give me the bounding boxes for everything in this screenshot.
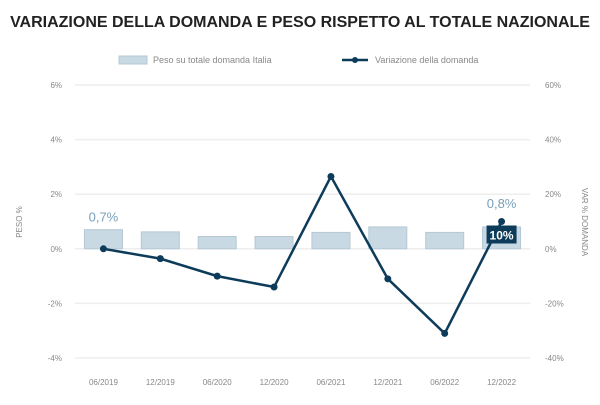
line-series <box>103 173 503 336</box>
line-point <box>270 283 278 291</box>
bar-data-label: 0,7% <box>89 210 119 225</box>
y-tick-label: 2% <box>50 190 62 199</box>
y-axis-title: PESO % <box>15 206 24 238</box>
y-tick-label: 0% <box>50 245 62 254</box>
legend-line-marker <box>352 57 358 63</box>
bar <box>425 231 465 250</box>
y2-tick-label: 40% <box>545 136 561 145</box>
line-point <box>327 172 335 180</box>
bar <box>368 226 408 250</box>
legend-bar-swatch <box>118 55 148 65</box>
y2-axis-title: VAR % DOMANDA <box>580 188 589 257</box>
bar <box>311 231 351 250</box>
bar <box>197 236 237 250</box>
line-point <box>384 275 392 283</box>
x-tick-label: 12/2019 <box>146 378 175 387</box>
y2-tick-label: 0% <box>545 245 557 254</box>
x-tick-label: 12/2022 <box>487 378 516 387</box>
bar-data-label: 0,8% <box>487 196 517 211</box>
x-tick-label: 12/2020 <box>260 378 289 387</box>
y2-tick-label: -20% <box>545 299 564 308</box>
bar <box>254 236 294 250</box>
y-tick-label: -2% <box>48 299 62 308</box>
line-point <box>441 329 449 337</box>
line-point <box>213 272 221 280</box>
x-tick-label: 06/2021 <box>316 378 345 387</box>
y-tick-label: 6% <box>50 81 62 90</box>
y2-tick-label: 60% <box>545 81 561 90</box>
chart-title: VARIAZIONE DELLA DOMANDA E PESO RISPETTO… <box>10 14 590 31</box>
line-label-bg <box>486 225 517 244</box>
y-tick-label: 4% <box>50 136 62 145</box>
x-tick-label: 06/2022 <box>430 378 459 387</box>
line-point <box>99 245 107 253</box>
legend-label: Variazione della domanda <box>375 55 478 65</box>
x-tick-label: 12/2021 <box>373 378 402 387</box>
x-tick-label: 06/2020 <box>203 378 232 387</box>
y2-tick-label: -40% <box>545 354 564 363</box>
bar <box>140 231 180 250</box>
line-point <box>156 255 164 263</box>
x-tick-label: 06/2019 <box>89 378 118 387</box>
y-tick-label: -4% <box>48 354 62 363</box>
legend-label: Peso su totale domanda Italia <box>153 55 272 65</box>
line-data-label: 10% <box>490 229 514 243</box>
y2-tick-label: 20% <box>545 190 561 199</box>
line-point <box>498 218 506 225</box>
